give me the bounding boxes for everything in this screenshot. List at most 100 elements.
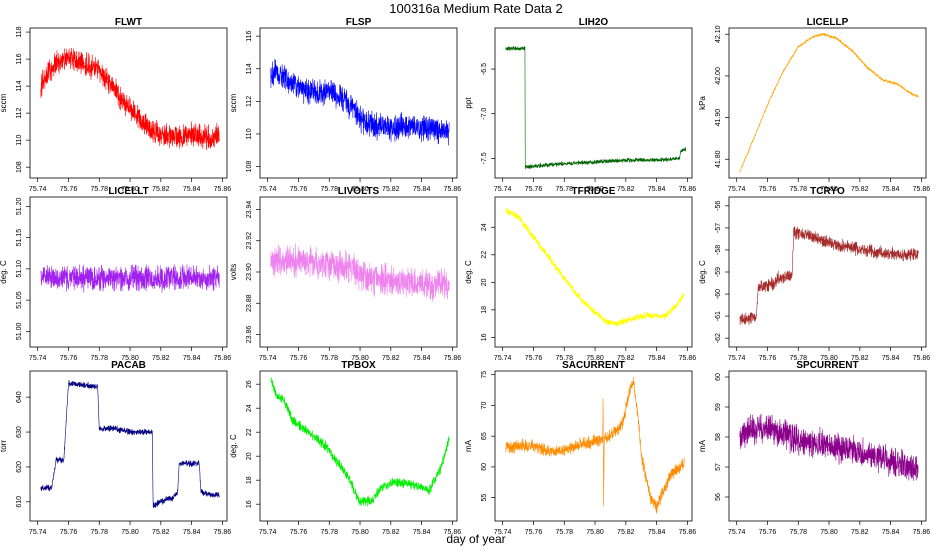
plot-frame <box>29 370 228 522</box>
x-tick-label: 75.74 <box>259 355 277 362</box>
panel-pacab: PACAB torr 75.74 75.76 75.78 75.80 75.82 75.84 7… <box>0 360 231 536</box>
x-tick-label: 75.76 <box>525 355 543 362</box>
panel-tpbox: TPBOX deg. C 75.74 75.76 75.78 75.80 75.82 75.8… <box>229 360 461 536</box>
y-tick-label: -56 <box>715 201 722 211</box>
x-tick-label: 75.78 <box>555 529 573 536</box>
x-tick-label: 75.86 <box>444 355 462 362</box>
x-tick-label: 75.80 <box>586 355 604 362</box>
panel-tcryo: TCRYO deg. C 75.74 75.76 75.78 75.80 75.82 75.8… <box>698 186 930 362</box>
x-tick-label: 75.78 <box>90 529 108 536</box>
x-tick-label: 75.86 <box>913 355 931 362</box>
x-tick-label: 75.86 <box>214 355 232 362</box>
x-tick-label: 75.82 <box>617 355 635 362</box>
x-tick-label: 75.82 <box>382 186 400 193</box>
x-tick-label: 75.82 <box>152 186 170 193</box>
y-tick-label: 41.80 <box>715 150 722 168</box>
y-tick-label: 41.90 <box>715 109 722 127</box>
y-tick-label: 114 <box>246 63 253 74</box>
panel-title: PACAB <box>111 360 146 371</box>
y-tick-label: -61 <box>715 311 722 321</box>
panel-title: LICELLP <box>807 17 849 28</box>
panel-title: TPBOX <box>341 360 376 371</box>
x-tick-label: 75.78 <box>320 186 338 193</box>
y-tick-label: 51.10 <box>16 260 23 278</box>
x-tick-label: 75.82 <box>382 529 400 536</box>
plot-frame <box>29 27 228 179</box>
y-tick-label: 65 <box>481 432 488 440</box>
panel-licellp: LICELLP kPa 75.74 75.76 75.78 75.80 75.82 75.84… <box>698 17 930 193</box>
x-tick-label: 75.76 <box>60 186 78 193</box>
x-tick-label: 75.76 <box>525 529 543 536</box>
panel-title: SPCURRENT <box>796 360 858 371</box>
y-tick-label: 75 <box>481 371 488 379</box>
x-tick-label: 75.80 <box>351 186 369 193</box>
y-tick-label: 23.88 <box>246 294 253 312</box>
series-line-sacurrent <box>505 377 685 514</box>
series-line-lih2o <box>505 46 687 170</box>
plot-frame <box>259 370 458 522</box>
panels: FLWT sccm 75.74 75.76 75.78 75.80 75.82 75.84 75… <box>0 17 930 536</box>
series-line-licellt <box>40 264 220 293</box>
series-line-tfridge <box>505 208 685 327</box>
y-tick-label: 16 <box>246 500 253 508</box>
y-tick-label: 42.10 <box>715 25 722 43</box>
x-tick-label: 75.74 <box>494 529 512 536</box>
series-line-tpbox <box>270 377 450 507</box>
x-tick-label: 75.82 <box>382 355 400 362</box>
x-tick-label: 75.84 <box>413 355 431 362</box>
y-tick-label: 610 <box>16 496 23 508</box>
panel-title: FLSP <box>346 17 372 28</box>
x-tick-label: 75.82 <box>851 186 869 193</box>
y-axis-label: sccm <box>229 93 238 112</box>
y-tick-label: 108 <box>246 161 253 173</box>
y-tick-label: -57 <box>715 223 722 233</box>
x-tick-label: 75.86 <box>679 355 697 362</box>
y-tick-label: 58 <box>715 433 722 441</box>
x-tick-label: 75.80 <box>586 186 604 193</box>
plot-frame <box>259 27 458 179</box>
y-tick-label: 51.05 <box>16 291 23 309</box>
plot-frame <box>728 27 927 179</box>
series-line-licellp <box>739 32 919 173</box>
y-tick-label: 23.94 <box>246 201 253 219</box>
x-tick-label: 75.74 <box>728 355 746 362</box>
x-tick-label: 75.84 <box>413 186 431 193</box>
x-tick-label: 75.86 <box>444 186 462 193</box>
x-tick-label: 75.84 <box>183 355 201 362</box>
panel-tfridge: TFRIDGE deg. C 75.74 75.76 75.78 75.80 75.82 75… <box>464 186 696 362</box>
y-tick-label: 112 <box>16 107 23 118</box>
x-tick-label: 75.86 <box>913 529 931 536</box>
y-axis-label: ppt <box>464 97 473 109</box>
x-tick-label: 75.84 <box>648 186 666 193</box>
y-tick-label: -7.5 <box>481 152 488 164</box>
x-tick-label: 75.76 <box>759 529 777 536</box>
x-tick-label: 75.82 <box>617 186 635 193</box>
y-tick-label: -60 <box>715 289 722 299</box>
x-tick-label: 75.84 <box>882 355 900 362</box>
panel-title: FLWT <box>115 17 142 28</box>
series-line-pacab <box>40 380 220 508</box>
x-tick-label: 75.84 <box>648 529 666 536</box>
y-tick-label: 116 <box>246 30 253 41</box>
y-tick-label: 22 <box>481 251 488 259</box>
plot-frame <box>494 27 693 179</box>
y-tick-label: 630 <box>16 426 23 438</box>
y-tick-label: 51.20 <box>16 198 23 216</box>
figure-xlabel: day of year <box>446 532 505 546</box>
panel-flwt: FLWT sccm 75.74 75.76 75.78 75.80 75.82 75.84 75… <box>0 17 231 193</box>
panel-title: LIVOLTS <box>338 186 380 197</box>
x-tick-label: 75.78 <box>320 529 338 536</box>
panel-title: TFRIDGE <box>572 186 616 197</box>
x-tick-label: 75.78 <box>90 186 108 193</box>
panel-title: LIH2O <box>579 17 609 28</box>
y-tick-label: 60 <box>481 463 488 471</box>
panel-lih2o: LIH2O ppt 75.74 75.76 75.78 75.80 75.82 75.84 75… <box>464 17 696 193</box>
y-tick-label: 116 <box>16 53 23 64</box>
y-tick-label: 24 <box>481 223 488 231</box>
x-tick-label: 75.86 <box>679 529 697 536</box>
x-tick-label: 75.78 <box>320 355 338 362</box>
x-tick-label: 75.80 <box>820 529 838 536</box>
x-tick-label: 75.74 <box>29 529 47 536</box>
y-tick-label: 42.00 <box>715 67 722 85</box>
x-tick-label: 75.76 <box>290 529 308 536</box>
